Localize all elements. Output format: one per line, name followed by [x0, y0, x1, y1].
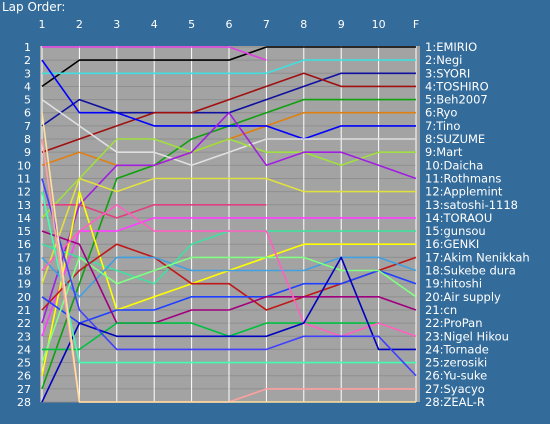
- series-line: [41, 256, 416, 403]
- position-tick-label: 17: [17, 251, 31, 264]
- position-tick-label: 3: [24, 67, 31, 80]
- lap-tick-label: 7: [263, 18, 270, 31]
- finish-order-label: 18:Sukebe dura: [425, 264, 516, 278]
- finish-order-label: 1:EMIRIO: [425, 40, 477, 54]
- series-line: [41, 204, 417, 338]
- position-tick-label: 25: [17, 357, 31, 370]
- position-tick-label: 27: [17, 383, 31, 396]
- finish-order-label: 6:Ryo: [425, 106, 457, 120]
- finish-order-label: 15:gunsou: [425, 224, 486, 238]
- series-line: [41, 256, 417, 363]
- series-line: [41, 191, 416, 364]
- finish-order-label: 20:Air supply: [425, 290, 501, 304]
- position-tick-label: 8: [24, 133, 31, 146]
- series-line: [42, 204, 267, 219]
- lap-tick-label: 8: [300, 18, 307, 31]
- position-tick-label: 21: [17, 304, 31, 317]
- finish-order-label: 19:hitoshi: [425, 277, 482, 291]
- finish-order-label: 24:Tornade: [425, 342, 489, 356]
- finish-order-label: 26:Yu-suke: [425, 369, 487, 383]
- finish-order-label: 3:SYORI: [425, 66, 470, 80]
- position-tick-label: 20: [17, 291, 31, 304]
- series-line: [41, 138, 416, 219]
- series-line: [41, 217, 416, 337]
- plot-background: [40, 46, 420, 402]
- finish-order-label: 28:ZEAL-R: [425, 395, 485, 409]
- finish-order-label: 7:Tino: [425, 119, 460, 133]
- position-tick-label: 4: [24, 80, 31, 93]
- finish-order-label: 2:Negi: [425, 53, 462, 67]
- series-line: [42, 322, 379, 351]
- lap-tick-label: 1: [39, 18, 46, 31]
- series-line: [41, 59, 416, 140]
- series-line: [42, 59, 416, 75]
- finish-order-label: 21:cn: [425, 303, 457, 317]
- finish-order-label: 13:satoshi-1118: [425, 198, 518, 212]
- position-tick-label: 24: [17, 343, 31, 356]
- finish-order-label: 23:Nigel Hikou: [425, 329, 509, 343]
- finish-order-label: 9:Mart: [425, 145, 463, 159]
- position-tick-label: 22: [17, 317, 31, 330]
- position-tick-label: 13: [17, 199, 31, 212]
- series-line: [41, 178, 417, 377]
- finish-order-label: 10:Daicha: [425, 158, 483, 172]
- position-tick-label: 12: [17, 186, 31, 199]
- series-line: [41, 46, 416, 88]
- lap-tick-label: 2: [76, 18, 83, 31]
- finish-order-label: 22:ProPan: [425, 316, 483, 330]
- series-line: [41, 112, 416, 403]
- position-tick-label: 26: [17, 370, 31, 383]
- finish-order-label: 5:Beh2007: [425, 93, 488, 107]
- series-line: [41, 256, 417, 298]
- chart-title: Lap Order:: [2, 0, 66, 14]
- position-tick-label: 18: [17, 265, 31, 278]
- position-tick-label: 6: [24, 107, 31, 120]
- finish-order-label: 12:Applemint: [425, 185, 503, 199]
- series-line: [41, 177, 416, 284]
- finish-order-label: 14:TORAOU: [425, 211, 492, 225]
- position-tick-label: 11: [17, 172, 31, 185]
- position-tick-label: 28: [17, 396, 31, 409]
- series-line: [41, 98, 416, 167]
- series-line: [41, 72, 416, 153]
- lap-tick-label: 10: [372, 18, 386, 31]
- lap-tick-label: 5: [188, 18, 195, 31]
- series-line: [41, 111, 417, 324]
- position-tick-label: 1: [24, 41, 31, 54]
- finish-order-label: 4:TOSHIRO: [425, 79, 489, 93]
- position-tick-label: 19: [17, 278, 31, 291]
- finish-order-label: 17:Akim Nenikkah: [425, 250, 530, 264]
- lap-tick-label: 3: [113, 18, 120, 31]
- finish-order-label: 8:SUZUME: [425, 132, 485, 146]
- position-tick-label: 7: [24, 120, 31, 133]
- position-tick-label: 5: [24, 94, 31, 107]
- x-axis-ticks: 1 2 3 4 5 6 7 8 9 10 F: [39, 18, 420, 31]
- series-line: [41, 230, 417, 324]
- lap-tick-label: F: [413, 18, 419, 31]
- lap-tick-label: 4: [151, 18, 158, 31]
- lap-tick-label: 6: [226, 18, 233, 31]
- lap-tick-label: 9: [338, 18, 345, 31]
- position-tick-label: 9: [24, 146, 31, 159]
- finish-order-label: 25:zerosiki: [425, 356, 487, 370]
- finish-order-labels: 1:EMIRIO2:Negi3:SYORI4:TOSHIRO5:Beh20076…: [425, 40, 530, 409]
- position-tick-label: 16: [17, 238, 31, 251]
- series-line: [41, 269, 417, 324]
- y-axis-ticks: 1234567891011121314151617181920212223242…: [17, 41, 31, 409]
- position-tick-label: 23: [17, 330, 31, 343]
- position-tick-label: 2: [24, 54, 31, 67]
- position-tick-label: 14: [17, 212, 31, 225]
- finish-order-label: 16:GENKI: [425, 237, 479, 251]
- position-tick-label: 10: [17, 159, 31, 172]
- position-tick-label: 15: [17, 225, 31, 238]
- finish-order-label: 27:Syacyo: [425, 382, 485, 396]
- series-lines: [41, 46, 417, 403]
- finish-order-label: 11:Rothmans: [425, 171, 501, 185]
- series-line: [42, 46, 267, 61]
